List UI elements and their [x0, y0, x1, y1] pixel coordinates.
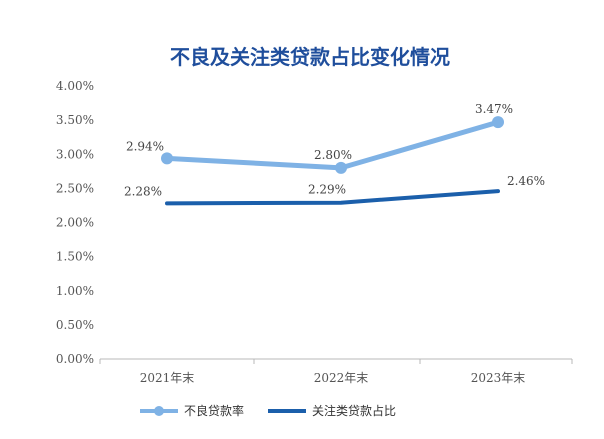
y-tick-label: 1.50% — [56, 250, 94, 264]
x-tick-label: 2022年末 — [314, 371, 369, 385]
data-label: 2.80% — [314, 148, 352, 162]
x-tick-label: 2023年末 — [471, 371, 526, 385]
x-tick-label: 2021年末 — [140, 371, 195, 385]
data-label: 2.46% — [507, 174, 545, 188]
axes: 0.00% 0.50% 1.00% 1.50% 2.00% 2.50% 3.00% 3.50%… — [56, 79, 573, 385]
series-line-2 — [165, 189, 500, 206]
data-label: 3.47% — [475, 102, 513, 116]
chart-title: 不良及关注类贷款占比变化情况 — [170, 45, 450, 69]
data-label: 2.28% — [124, 184, 162, 198]
y-tick-label: 4.00% — [56, 79, 94, 93]
y-tick-label: 3.50% — [56, 113, 94, 127]
legend-item: 不良贷款率 — [140, 403, 244, 418]
y-tick-label: 2.00% — [56, 216, 94, 230]
series-layer — [161, 116, 504, 206]
y-tick-label: 3.00% — [56, 147, 94, 161]
data-label: 2.94% — [126, 139, 164, 153]
series-point — [492, 116, 504, 129]
legend: 不良贷款率 关注类贷款占比 — [140, 403, 396, 418]
data-labels: 2.94% 2.80% 3.47% 2.28% 2.29% 2.46% — [124, 102, 545, 198]
legend-label: 关注类贷款占比 — [312, 403, 396, 418]
legend-marker — [154, 406, 164, 416]
y-tick-label: 0.50% — [56, 318, 94, 332]
y-tick-label: 0.00% — [56, 352, 94, 366]
data-label: 2.29% — [308, 183, 346, 197]
series-point — [161, 152, 173, 165]
y-tick-label: 1.00% — [56, 284, 94, 298]
series-point — [335, 161, 347, 174]
legend-label: 不良贷款率 — [184, 403, 244, 418]
y-tick-label: 2.50% — [56, 181, 94, 195]
legend-item: 关注类贷款占比 — [268, 403, 396, 418]
